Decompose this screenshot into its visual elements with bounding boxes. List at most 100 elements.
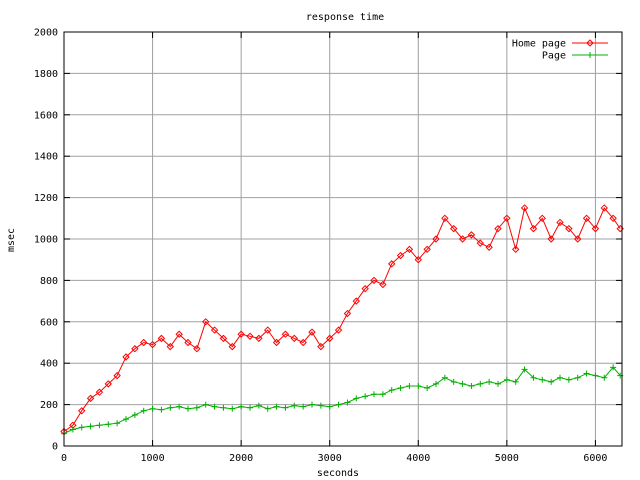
data-point: [574, 235, 582, 243]
data-point: [520, 204, 529, 212]
data-point: [503, 214, 511, 223]
series-line: [63, 206, 621, 432]
y-tick-label: 800: [40, 276, 58, 287]
data-point: [415, 382, 422, 389]
data-point: [565, 376, 572, 383]
data-point: [140, 338, 148, 347]
data-point: [361, 284, 369, 293]
data-point: [281, 330, 290, 338]
legend-label: Page: [542, 51, 566, 62]
y-tick-label: 600: [40, 317, 58, 328]
data-point: [264, 405, 271, 412]
data-point: [69, 426, 76, 433]
data-point: [149, 405, 156, 412]
data-point: [104, 380, 112, 388]
data-point: [290, 334, 298, 343]
legend-marker: [587, 52, 593, 58]
data-point: [78, 424, 85, 431]
data-point: [193, 345, 201, 353]
data-point: [157, 334, 166, 343]
data-point: [166, 342, 174, 351]
data-point: [87, 423, 94, 430]
data-point: [309, 401, 315, 408]
data-point: [140, 407, 147, 414]
plot-frame: [63, 31, 623, 447]
y-tick-label: 1600: [34, 110, 58, 121]
data-point: [185, 405, 191, 412]
data-point: [247, 404, 253, 411]
data-point: [468, 382, 475, 389]
data-point: [441, 214, 449, 223]
legend-marker: [586, 39, 594, 47]
data-point: [406, 382, 413, 389]
y-tick-label: 1200: [34, 193, 58, 204]
data-point: [362, 393, 369, 400]
data-point: [610, 364, 617, 371]
data-point: [184, 338, 192, 347]
data-point: [450, 378, 457, 385]
data-point: [495, 380, 501, 387]
data-point: [158, 406, 165, 413]
data-point: [601, 374, 608, 381]
data-point: [326, 334, 334, 343]
x-tick-label: 3000: [318, 453, 342, 464]
data-point: [131, 411, 138, 418]
data-point: [264, 326, 272, 334]
data-point: [317, 402, 324, 409]
data-point: [228, 342, 236, 351]
data-point: [273, 403, 280, 410]
y-tick-label: 1000: [34, 235, 58, 246]
data-point: [371, 391, 377, 398]
y-tick-label: 0: [52, 442, 58, 453]
series-layer: [60, 204, 624, 437]
data-point: [441, 374, 448, 381]
data-point: [600, 204, 608, 212]
data-point: [379, 391, 386, 398]
data-point: [388, 260, 396, 268]
data-point: [202, 318, 210, 326]
x-tick-label: 5000: [495, 453, 519, 464]
data-point: [388, 387, 395, 394]
data-point: [352, 297, 360, 305]
data-point: [591, 224, 600, 233]
data-point: [529, 224, 538, 233]
data-point: [459, 380, 466, 387]
data-point: [609, 214, 617, 223]
data-point: [557, 374, 563, 381]
data-point: [583, 370, 590, 377]
x-tick-label: 2000: [229, 453, 253, 464]
data-point: [78, 407, 86, 415]
data-point: [458, 235, 467, 243]
data-point: [530, 374, 537, 381]
x-tick-label: 4000: [406, 453, 430, 464]
data-point: [308, 328, 316, 336]
data-point: [131, 345, 139, 353]
data-point: [335, 401, 342, 408]
chart-title: response time: [306, 12, 384, 23]
series-page: [61, 364, 624, 437]
data-point: [503, 376, 510, 383]
data-point: [370, 276, 378, 285]
data-point: [229, 405, 236, 412]
data-point: [512, 245, 520, 254]
data-point: [300, 403, 307, 410]
data-point: [565, 224, 573, 233]
data-point: [353, 395, 360, 402]
data-point: [175, 330, 183, 338]
axis-ticks: 0 200 400 600 800 1000 1200 1400 1600 1800 2000 0 10…: [34, 28, 622, 464]
data-point: [272, 338, 281, 347]
data-point: [433, 380, 439, 387]
data-point: [477, 380, 484, 387]
data-point: [167, 404, 174, 411]
data-point: [556, 218, 564, 227]
data-point: [219, 334, 228, 343]
data-point: [96, 422, 103, 429]
data-point: [246, 332, 254, 340]
data-point: [255, 334, 263, 343]
data-point: [592, 372, 599, 379]
data-point: [113, 371, 121, 380]
data-point: [238, 403, 245, 410]
y-tick-label: 400: [40, 359, 58, 370]
